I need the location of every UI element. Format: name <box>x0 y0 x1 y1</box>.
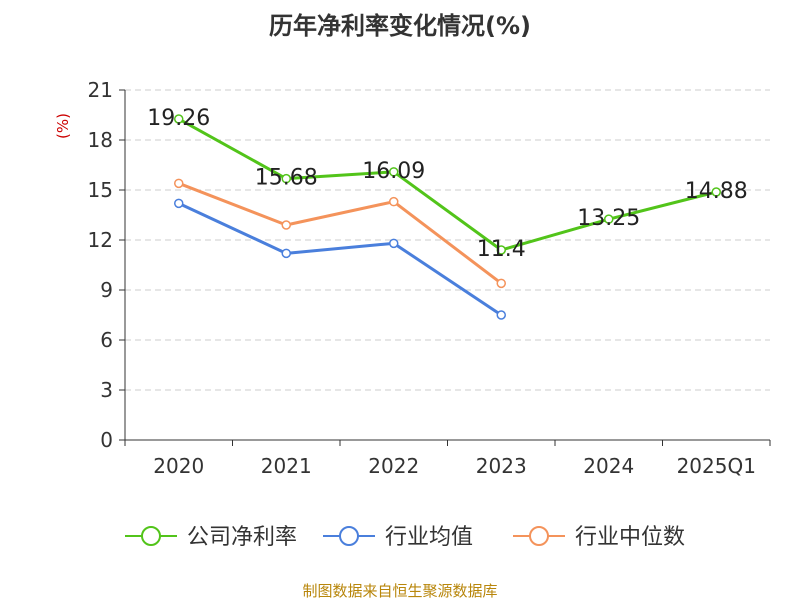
y-tick-label: 12 <box>88 228 113 252</box>
x-tick-label: 2023 <box>476 454 527 478</box>
y-tick-label: 15 <box>88 178 113 202</box>
y-tick-label: 18 <box>88 128 113 152</box>
legend-marker <box>141 526 161 546</box>
y-tick-label: 6 <box>100 328 113 352</box>
x-tick-label: 2024 <box>583 454 634 478</box>
data-point <box>281 173 291 184</box>
x-tick-label: 2020 <box>153 454 204 478</box>
data-label: 14.88 <box>685 179 748 204</box>
data-point <box>496 278 506 289</box>
data-point <box>389 196 399 207</box>
data-label: 11.4 <box>477 237 526 262</box>
x-tick-label: 2022 <box>368 454 419 478</box>
y-axis-label: (%) <box>54 113 72 139</box>
x-tick-label: 2025Q1 <box>677 454 756 478</box>
legend-label: 行业中位数 <box>575 525 685 550</box>
data-point <box>281 220 291 230</box>
data-label: 13.25 <box>577 206 640 231</box>
data-point <box>496 245 506 255</box>
data-point <box>389 167 399 177</box>
data-label: 15.68 <box>255 166 318 191</box>
legend-marker <box>339 526 359 546</box>
data-point <box>496 310 506 320</box>
y-tick-label: 21 <box>88 78 113 102</box>
data-point <box>389 238 399 249</box>
chart-title: 历年净利率变化情况(%) <box>269 12 531 40</box>
data-point <box>174 114 184 124</box>
y-tick-label: 3 <box>100 378 113 402</box>
series-line <box>178 117 717 252</box>
data-label: 19.26 <box>147 106 210 131</box>
x-tick-label: 2021 <box>261 454 312 478</box>
series-line <box>178 181 503 285</box>
data-point <box>174 178 184 189</box>
data-point <box>174 198 184 209</box>
y-tick-label: 0 <box>100 428 113 452</box>
data-point <box>604 214 614 224</box>
series-line <box>178 201 503 317</box>
data-label: 16.09 <box>362 159 425 184</box>
legend-label: 公司净利率 <box>187 525 297 550</box>
legend-label: 行业均值 <box>385 525 473 550</box>
source-note: 制图数据来自恒生聚源数据库 <box>302 582 498 600</box>
y-tick-label: 9 <box>100 278 113 302</box>
data-point <box>281 248 291 259</box>
data-point <box>711 187 721 197</box>
legend-marker <box>529 526 549 546</box>
